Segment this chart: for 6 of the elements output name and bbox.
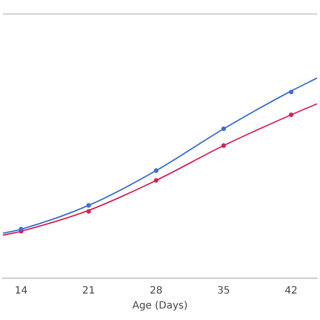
x-tick-label: 35	[217, 286, 230, 297]
x-tick-label: 21	[82, 286, 95, 297]
x-tick-label: 42	[284, 286, 298, 297]
x-tick-label: 14	[14, 286, 28, 297]
x-tick-label: 28	[150, 286, 163, 297]
x-axis-title: Age (Days)	[132, 300, 188, 312]
